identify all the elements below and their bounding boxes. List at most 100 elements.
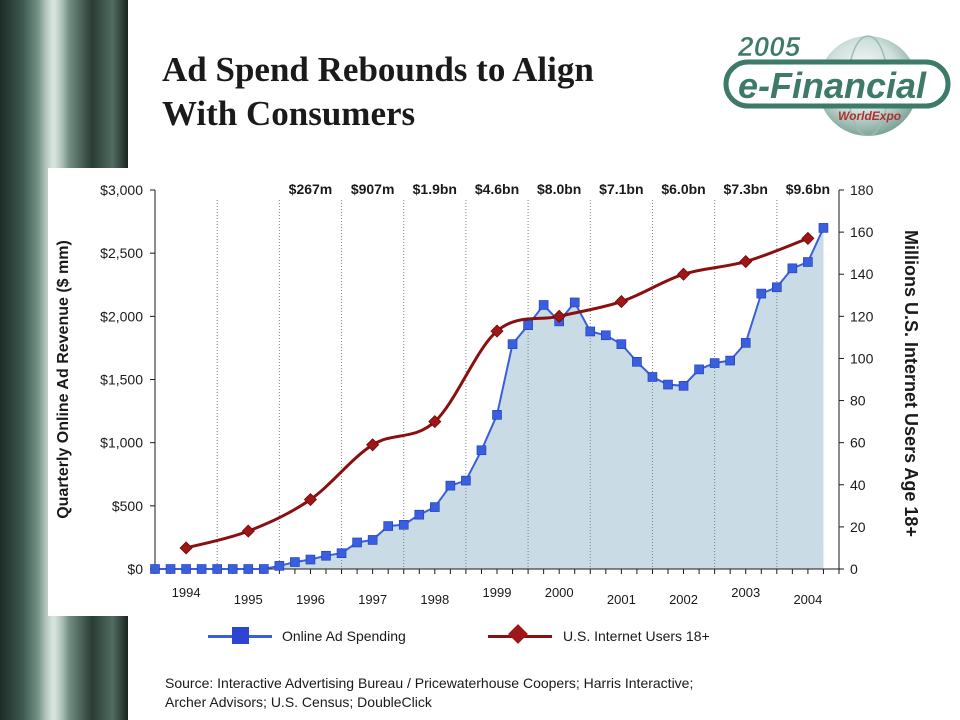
right-axis-title: Millions U.S. Internet Users Age 18+: [901, 230, 921, 537]
ad-spend-point: [538, 300, 549, 310]
legend-label-ad-spend: Online Ad Spending: [282, 628, 406, 644]
ad-spend-point: [601, 330, 611, 341]
ad-spend-point: [430, 502, 440, 512]
ad-spend-point: [383, 521, 393, 531]
left-tick-label: $0: [127, 561, 143, 577]
x-year-label: 2002: [669, 592, 698, 607]
x-year-label: 2000: [545, 585, 574, 600]
annual-total-label: $267m: [289, 181, 333, 197]
ad-spend-point: [243, 564, 254, 574]
right-tick-label: 0: [850, 561, 858, 577]
right-tick-label: 160: [850, 224, 874, 240]
ad-spend-point: [725, 355, 735, 366]
left-tick-label: $1,500: [100, 372, 143, 388]
x-year-label: 2003: [731, 585, 760, 600]
right-tick-label: 100: [850, 350, 874, 366]
ad-spend-point: [523, 320, 533, 330]
internet-users-point: [676, 267, 691, 281]
ad-spend-point: [787, 263, 798, 274]
chart-container: $0 $500 $1,000 $1,500 $2,000 $2,500 $3,000 0 20 4…: [48, 168, 954, 618]
ad-spend-point: [367, 535, 378, 545]
ad-spend-point: [740, 338, 751, 348]
ad-spend-point: [290, 557, 300, 567]
ad-spend-point: [414, 509, 425, 520]
ad-spend-point: [181, 564, 191, 574]
internet-users-point: [428, 415, 442, 429]
right-tick-label: 120: [850, 308, 874, 324]
ad-spend-point: [445, 480, 456, 491]
ad-spend-point: [569, 297, 580, 308]
logo-badge: [723, 59, 951, 109]
internet-users-point: [739, 255, 753, 269]
ad-spend-chart: $0 $500 $1,000 $1,500 $2,000 $2,500 $3,000 0 20 4…: [48, 168, 921, 616]
left-tick-label: $2,500: [100, 245, 143, 261]
ad-spend-point: [476, 445, 487, 456]
ad-spend-point: [694, 364, 704, 375]
left-tick-label: $500: [112, 498, 143, 514]
x-year-label: 1995: [234, 592, 263, 607]
logo-year: 2005: [737, 31, 801, 62]
right-tick-label: 80: [850, 393, 866, 409]
ad-spend-point: [336, 548, 347, 559]
x-year-label: 2001: [607, 592, 636, 607]
x-year-label: 2004: [793, 592, 822, 607]
ad-spend-point: [818, 223, 829, 233]
internet-users-point: [366, 438, 380, 452]
ad-spend-point: [709, 358, 720, 368]
e-financial-logo: 2005 e-Financial WorldExpo: [723, 31, 951, 136]
ad-spend-point: [212, 564, 222, 574]
ad-spend-point: [352, 537, 362, 548]
x-year-label: 1997: [358, 592, 387, 607]
title-line-2: With Consumers: [162, 94, 416, 133]
ad-spend-point: [274, 561, 285, 571]
annual-total-label: $7.3bn: [724, 181, 768, 197]
internet-users-point: [801, 231, 815, 245]
logo-sub: WorldExpo: [838, 109, 901, 123]
ad-spend-point: [461, 475, 471, 486]
internet-users-point: [303, 492, 318, 507]
internet-users-point: [614, 295, 628, 309]
internet-users-point: [490, 324, 504, 338]
annual-total-label: $8.0bn: [537, 181, 581, 197]
legend-square-icon: [232, 627, 249, 644]
ad-spend-point: [772, 282, 782, 293]
ad-spend-point: [492, 410, 502, 420]
internet-users-point: [179, 541, 193, 555]
ad-spend-point: [678, 381, 689, 391]
source-line-1: Source: Interactive Advertising Bureau /…: [165, 675, 694, 691]
ad-spend-point: [585, 326, 596, 337]
right-tick-label: 60: [850, 435, 866, 451]
source-line-2: Archer Advisors; U.S. Census; DoubleClic…: [165, 694, 432, 710]
chart-legend: Online Ad Spending U.S. Internet Users 1…: [208, 622, 768, 650]
slide-title: Ad Spend Rebounds to Align With Consumer…: [162, 48, 682, 136]
ad-spend-point: [647, 372, 658, 382]
annual-total-label: $6.0bn: [661, 181, 705, 197]
x-year-label: 1999: [483, 585, 512, 600]
legend-diamond-icon: [508, 624, 528, 644]
x-year-label: 1998: [420, 592, 449, 607]
ad-spend-point: [632, 357, 642, 367]
right-tick-label: 140: [850, 266, 874, 282]
ad-spend-point: [616, 339, 627, 349]
source-note: Source: Interactive Advertising Bureau /…: [165, 674, 885, 712]
right-tick-label: 180: [850, 182, 874, 198]
ad-spend-point: [227, 564, 238, 574]
ad-spend-point: [756, 288, 767, 299]
ad-spend-point: [321, 550, 331, 561]
ad-spend-point: [398, 519, 409, 530]
ad-spend-area: [155, 227, 824, 569]
annual-total-label: $7.1bn: [599, 181, 643, 197]
ad-spend-point: [165, 564, 176, 574]
ad-spend-point: [663, 379, 673, 390]
x-year-label: 1996: [296, 592, 325, 607]
ad-spend-point: [196, 564, 207, 574]
internet-users-point: [552, 309, 566, 323]
legend-label-internet-users: U.S. Internet Users 18+: [563, 628, 710, 644]
ad-spend-point: [507, 339, 518, 349]
logo-name: e-Financial: [738, 65, 927, 106]
left-tick-label: $2,000: [100, 308, 143, 324]
annual-total-label: $9.6bn: [786, 181, 830, 197]
ad-spend-point: [150, 564, 160, 574]
ad-spend-point: [305, 554, 316, 565]
annual-total-label: $1.9bn: [413, 181, 457, 197]
